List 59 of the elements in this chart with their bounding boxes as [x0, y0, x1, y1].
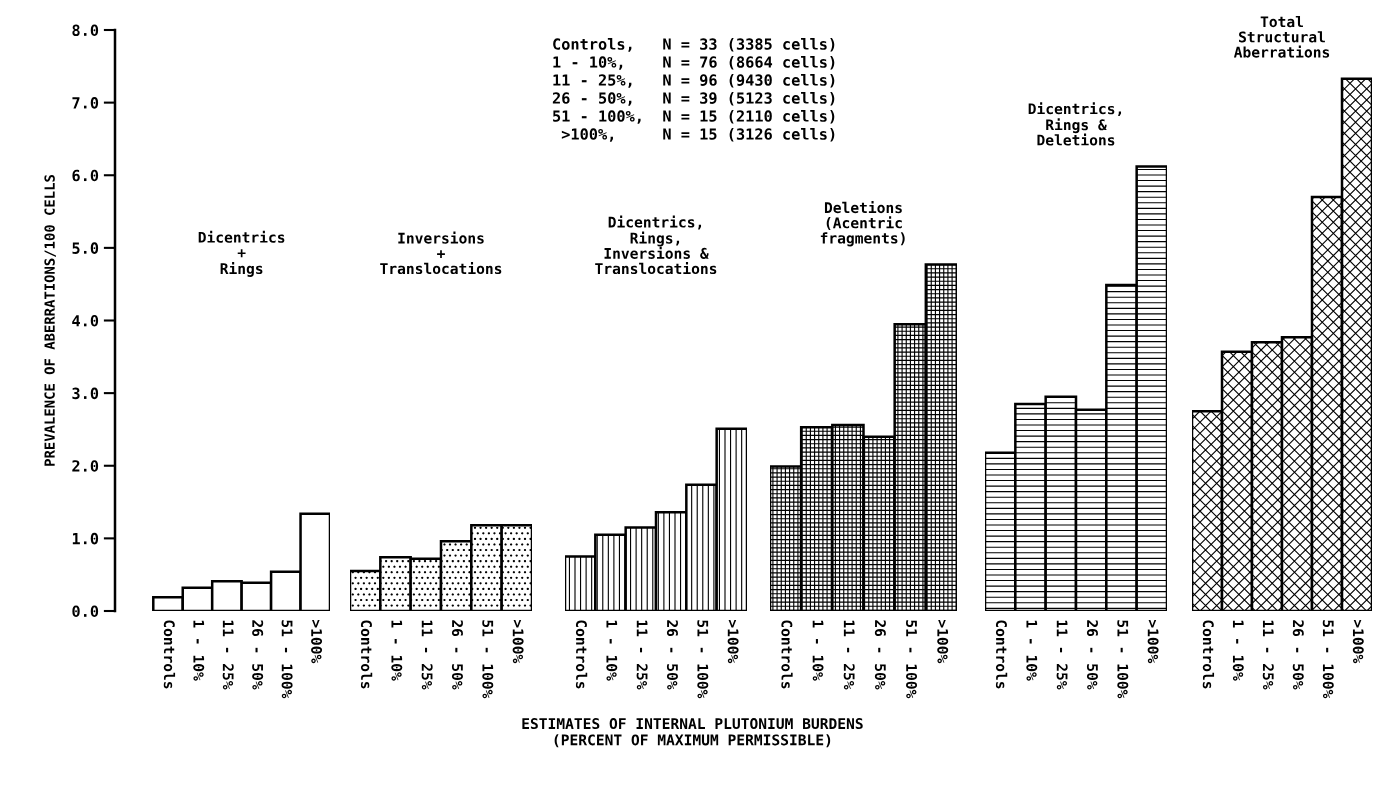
x-tick-label: 51 - 100% — [697, 620, 709, 699]
x-tick-label: 1 - 10% — [1232, 620, 1244, 681]
x-tick-label: 51 - 100% — [906, 620, 918, 699]
y-tick-label: 5.0 — [72, 242, 99, 254]
x-tick-label: >100% — [1147, 619, 1159, 664]
x-tick-label: 1 - 10% — [391, 620, 403, 681]
x-tick-label: >100% — [311, 619, 323, 664]
x-tick-label: Controls — [360, 620, 373, 689]
text: Dicentrics, Rings & Deletions — [1028, 102, 1122, 146]
annotation: 1 - 10%, N = 76 (8664 cells) — [553, 56, 835, 70]
y-tick-label: 3.0 — [72, 387, 99, 400]
y-tick-label: 6.0 — [72, 169, 99, 182]
x-tick-label: Controls — [575, 620, 588, 689]
x-tick-label: >100% — [937, 619, 949, 664]
x-tick-label: 26 - 50% — [1292, 620, 1304, 690]
x-tick-label: >100% — [512, 619, 524, 664]
x-tick-label: 51 - 100% — [1117, 620, 1129, 699]
x-tick-label: 11 - 25% — [1262, 620, 1274, 690]
y-tick-label: 2.0 — [72, 460, 99, 472]
x-tick-label: 1 - 10% — [812, 620, 824, 681]
x-tick-label: Controls — [163, 620, 176, 689]
text: Dicentrics, Rings, Inversions & Translocations — [595, 215, 717, 275]
x-tick-label: 51 - 100% — [1322, 620, 1334, 699]
y-tick-label: 0.0 — [72, 605, 99, 618]
annotation: >100%, N = 15 (3126 cells) — [561, 128, 835, 142]
x-tick-label: Controls — [995, 620, 1008, 689]
annotation: 26 - 50%, N = 39 (5123 cells) — [552, 92, 835, 106]
x-tick-label: 11 - 25% — [421, 620, 433, 690]
x-tick-label: 1 - 10% — [193, 620, 205, 681]
x-tick-label: >100% — [727, 619, 739, 664]
text: Inversions + Translocations — [380, 231, 502, 275]
y-tick-label: 4.0 — [72, 314, 99, 327]
x-tick-label: 1 - 10% — [1026, 620, 1038, 681]
x-tick-label: Controls — [1202, 620, 1215, 689]
chart-title: Total Structural Aberrations — [1233, 15, 1330, 58]
x-tick-label: 26 - 50% — [874, 620, 886, 690]
x-tick-label: 51 - 100% — [281, 620, 293, 699]
x-tick-label: 26 - 50% — [666, 620, 678, 690]
x-tick-label: 26 - 50% — [451, 620, 463, 690]
x-tick-label: 26 - 50% — [252, 620, 264, 690]
x-tick-label: Controls — [781, 620, 793, 689]
x-tick-label: 11 - 25% — [636, 620, 648, 690]
x-tick-label: 11 - 25% — [1056, 620, 1068, 690]
y-tick-label: 8.0 — [72, 24, 99, 37]
x-tick-label: 11 - 25% — [222, 620, 234, 690]
annotation: Controls, N = 33 (3385 cells) — [553, 38, 835, 52]
annotation: 11 - 25%, N = 96 (9430 cells) — [553, 74, 835, 88]
x-tick-label: 26 - 50% — [1086, 620, 1098, 690]
y-tick-label: 1.0 — [72, 532, 99, 545]
text: Deletions (Acentric fragments) — [820, 201, 905, 247]
y-tick-label: 7.0 — [72, 97, 99, 109]
annotation: 51 - 100%, N = 15 (2110 cells) — [553, 110, 835, 124]
text: Dicentrics + Rings — [198, 230, 285, 277]
x-tick-label: 1 - 10% — [606, 620, 618, 681]
y-axis-title: PREVALENCE OF ABERRATIONS/100 CELLS — [44, 175, 56, 466]
x-tick-label: >100% — [1352, 619, 1364, 664]
x-tick-label: 11 - 25% — [843, 620, 855, 690]
x-tick-label: 51 - 100% — [482, 620, 494, 699]
x-axis-title: ESTIMATES OF INTERNAL PLUTONIUM BURDENS (PERCENT OF MAXIMUM PERMISSIBLE) — [522, 718, 863, 748]
